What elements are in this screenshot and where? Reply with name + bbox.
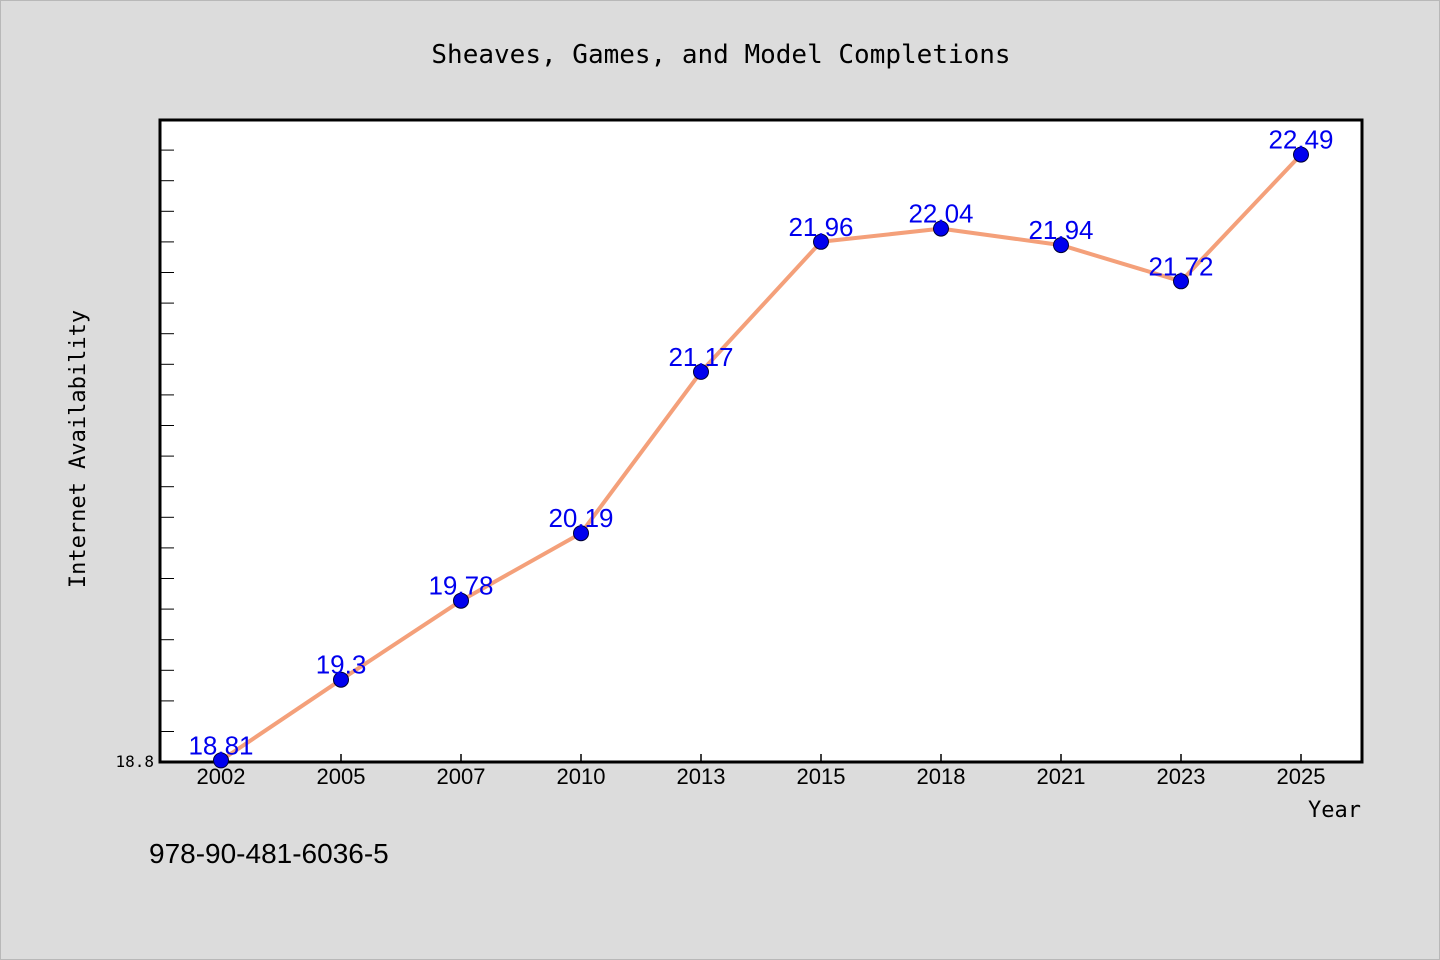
isbn-footnote: 978-90-481-6036-5 [149, 838, 389, 869]
data-point-label: 21.94 [1028, 215, 1093, 245]
x-axis-tick-label: 2010 [557, 764, 606, 789]
data-point-label: 20.19 [548, 503, 613, 533]
x-axis-tick-label: 2007 [437, 764, 486, 789]
data-point-label: 22.04 [908, 199, 973, 229]
series-markers [213, 146, 1309, 769]
data-point-label: 21.72 [1148, 251, 1213, 281]
data-point-label: 21.17 [668, 342, 733, 372]
x-axis-tick-label: 2005 [317, 764, 366, 789]
data-point-marker [213, 752, 229, 769]
plot-area [158, 118, 1364, 764]
x-axis-tick-label: 2015 [797, 764, 846, 789]
y-axis-ticks [160, 149, 174, 732]
data-point-marker [693, 363, 709, 380]
x-axis-tick-label: 2025 [1277, 764, 1326, 789]
chart-title: Sheaves, Games, and Model Completions [431, 40, 1010, 70]
y-axis-tick-label: 18.8 [115, 752, 154, 771]
data-point-label: 19.3 [316, 650, 367, 680]
data-point-label: 19.78 [428, 571, 493, 601]
data-point-label: 22.49 [1268, 125, 1333, 155]
series-line [219, 152, 1303, 763]
x-axis-tick-label: 2021 [1037, 764, 1086, 789]
data-point-marker [573, 525, 589, 542]
data-point-marker [1053, 237, 1069, 254]
data-labels: 18.81 19.3 19.78 20.19 21.17 21.96 22.04 21.94 2… [188, 125, 1333, 761]
x-axis-tick-labels: 2002 2005 2007 2010 2013 2015 2018 2021 2023 2025 [197, 764, 1326, 789]
x-axis-label: Year [1308, 798, 1361, 823]
data-point-marker [933, 220, 949, 237]
data-point-marker [1293, 146, 1309, 163]
data-point-label: 21.96 [788, 212, 853, 242]
x-axis-tick-label: 2013 [677, 764, 726, 789]
y-axis-label: Internet Availability [66, 310, 91, 588]
x-axis-tick-label: 2023 [1157, 764, 1206, 789]
data-point-marker [1173, 273, 1189, 290]
data-point-marker [813, 233, 829, 250]
data-point-label: 18.81 [188, 730, 253, 760]
data-point-marker [333, 671, 349, 688]
data-point-marker [453, 592, 469, 609]
x-axis-tick-label: 2018 [917, 764, 966, 789]
